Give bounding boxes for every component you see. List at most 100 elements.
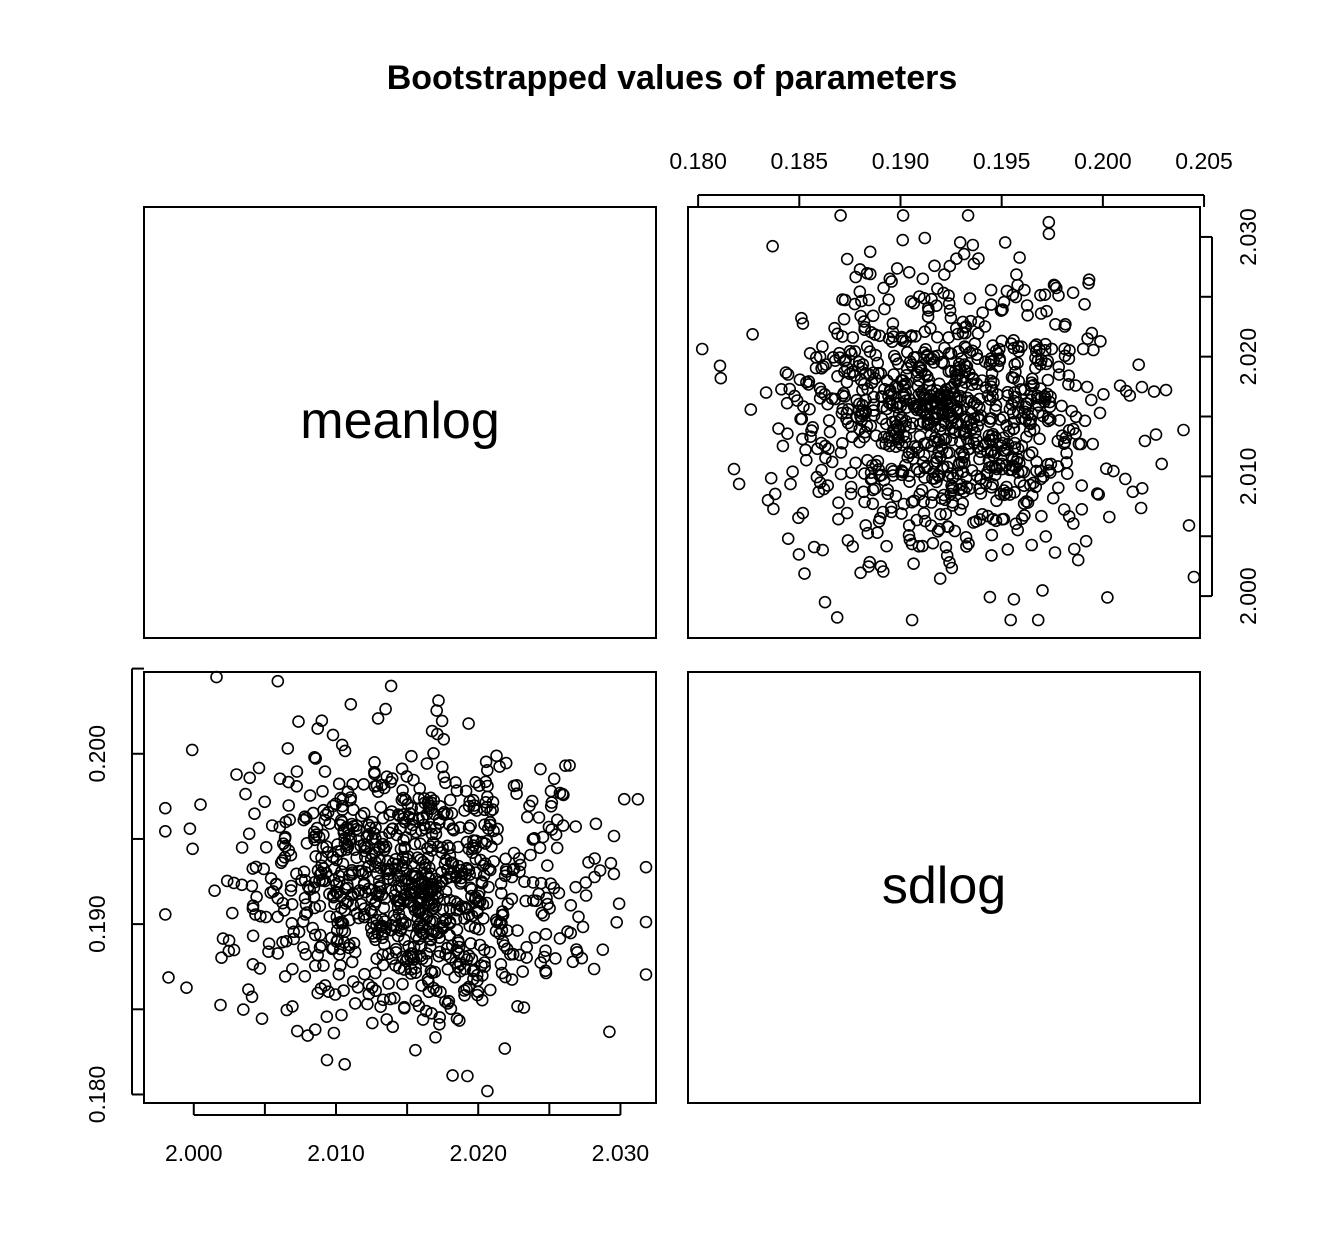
scatter-point bbox=[498, 1042, 512, 1055]
scatter-point bbox=[322, 985, 335, 999]
scatter-point bbox=[511, 924, 524, 937]
scatter-point bbox=[974, 472, 987, 486]
scatter-point bbox=[215, 951, 228, 965]
scatter-point bbox=[845, 430, 859, 444]
scatter-point bbox=[840, 252, 854, 266]
scatter-point bbox=[572, 910, 585, 924]
panel-sdlog-diagonal bbox=[687, 671, 1201, 1104]
scatter-point bbox=[414, 801, 428, 815]
scatter-point bbox=[836, 389, 850, 402]
scatter-point bbox=[271, 910, 285, 924]
scatter-point bbox=[973, 513, 987, 526]
scatter-point bbox=[952, 345, 965, 358]
scatter-point bbox=[852, 355, 866, 369]
scatter-point bbox=[499, 852, 512, 866]
scatter-point bbox=[159, 824, 172, 838]
tick-label-bottom-meanlog: 2.020 bbox=[449, 1140, 507, 1166]
scatter-point bbox=[967, 516, 980, 529]
scatter-point bbox=[246, 902, 260, 915]
scatter-point bbox=[419, 1004, 433, 1018]
scatter-point bbox=[559, 759, 572, 773]
scatter-point bbox=[423, 940, 437, 953]
scatter-point bbox=[311, 722, 325, 735]
scatter-point bbox=[596, 943, 610, 957]
tick-label-right-meanlog: 2.000 bbox=[1235, 567, 1261, 625]
scatter-point bbox=[864, 473, 878, 486]
scatter-point bbox=[421, 870, 435, 884]
scatter-point bbox=[1020, 430, 1033, 444]
scatter-point bbox=[308, 1023, 322, 1036]
scatter-point bbox=[549, 828, 563, 841]
scatter-point bbox=[1058, 342, 1071, 356]
scatter-point bbox=[398, 840, 412, 854]
scatter-point bbox=[960, 540, 973, 553]
scatter-point bbox=[848, 297, 862, 311]
scatter-point bbox=[299, 811, 313, 825]
scatter-point bbox=[550, 841, 564, 855]
scatter-point bbox=[214, 998, 227, 1012]
scatter-point bbox=[903, 475, 916, 489]
scatter-point bbox=[587, 962, 601, 976]
scatter-point bbox=[1018, 283, 1031, 297]
scatter-point bbox=[1155, 457, 1168, 471]
scatter-point bbox=[1057, 503, 1071, 516]
scatter-point bbox=[934, 439, 948, 453]
scatter-point bbox=[973, 452, 986, 466]
scatter-point bbox=[437, 732, 451, 746]
scatter-point bbox=[1031, 613, 1045, 627]
scatter-point bbox=[837, 312, 851, 326]
scatter-point bbox=[496, 908, 510, 922]
scatter-point bbox=[970, 433, 983, 447]
scatter-point bbox=[1032, 398, 1045, 412]
scatter-point bbox=[493, 760, 506, 773]
scatter-point bbox=[506, 863, 520, 877]
scatter-point bbox=[931, 282, 944, 296]
scatter-point bbox=[1009, 290, 1023, 304]
scatter-point bbox=[931, 349, 945, 363]
scatter-point bbox=[1025, 446, 1039, 459]
scatter-point bbox=[1038, 343, 1052, 357]
scatter-point bbox=[311, 948, 325, 962]
scatter-point bbox=[986, 433, 999, 447]
scatter-point bbox=[945, 561, 959, 575]
scatter-point bbox=[537, 908, 551, 922]
scatter-point bbox=[416, 1013, 430, 1026]
scatter-point bbox=[469, 834, 483, 848]
scatter-point bbox=[890, 262, 904, 275]
scatter-point bbox=[463, 868, 477, 882]
scatter-point bbox=[872, 463, 886, 476]
scatter-point bbox=[863, 267, 877, 281]
scatter-point bbox=[886, 330, 900, 344]
scatter-point bbox=[313, 928, 327, 942]
scatter-point bbox=[955, 482, 968, 496]
scatter-point bbox=[326, 728, 340, 742]
scatter-point bbox=[1039, 530, 1053, 543]
scatter-point bbox=[965, 418, 978, 432]
scatter-point bbox=[815, 361, 828, 375]
scatter-point bbox=[313, 940, 327, 954]
scatter-point bbox=[1000, 418, 1013, 432]
scatter-point bbox=[607, 829, 621, 843]
scatter-point bbox=[235, 878, 249, 892]
scatter-point bbox=[896, 465, 910, 479]
scatter-point bbox=[382, 977, 395, 990]
scatter-point bbox=[974, 487, 988, 500]
scatter-point bbox=[1038, 288, 1052, 302]
scatter-point bbox=[1034, 464, 1047, 478]
scatter-point bbox=[526, 876, 540, 889]
scatter-point bbox=[482, 880, 495, 894]
scatter-point bbox=[867, 390, 881, 404]
scatter-point bbox=[781, 427, 794, 441]
scatter-point bbox=[242, 827, 256, 841]
scatter-point bbox=[639, 915, 653, 929]
scatter-point bbox=[430, 704, 444, 717]
scatter-point bbox=[338, 1058, 352, 1071]
scatter-point bbox=[570, 943, 583, 956]
scatter-point bbox=[327, 1026, 341, 1040]
scatter-point bbox=[320, 1010, 334, 1024]
scatter-point bbox=[862, 293, 876, 307]
scatter-point bbox=[466, 793, 480, 807]
scatter-point bbox=[246, 862, 260, 875]
scatter-point bbox=[332, 869, 346, 883]
scatter-point bbox=[948, 364, 962, 378]
